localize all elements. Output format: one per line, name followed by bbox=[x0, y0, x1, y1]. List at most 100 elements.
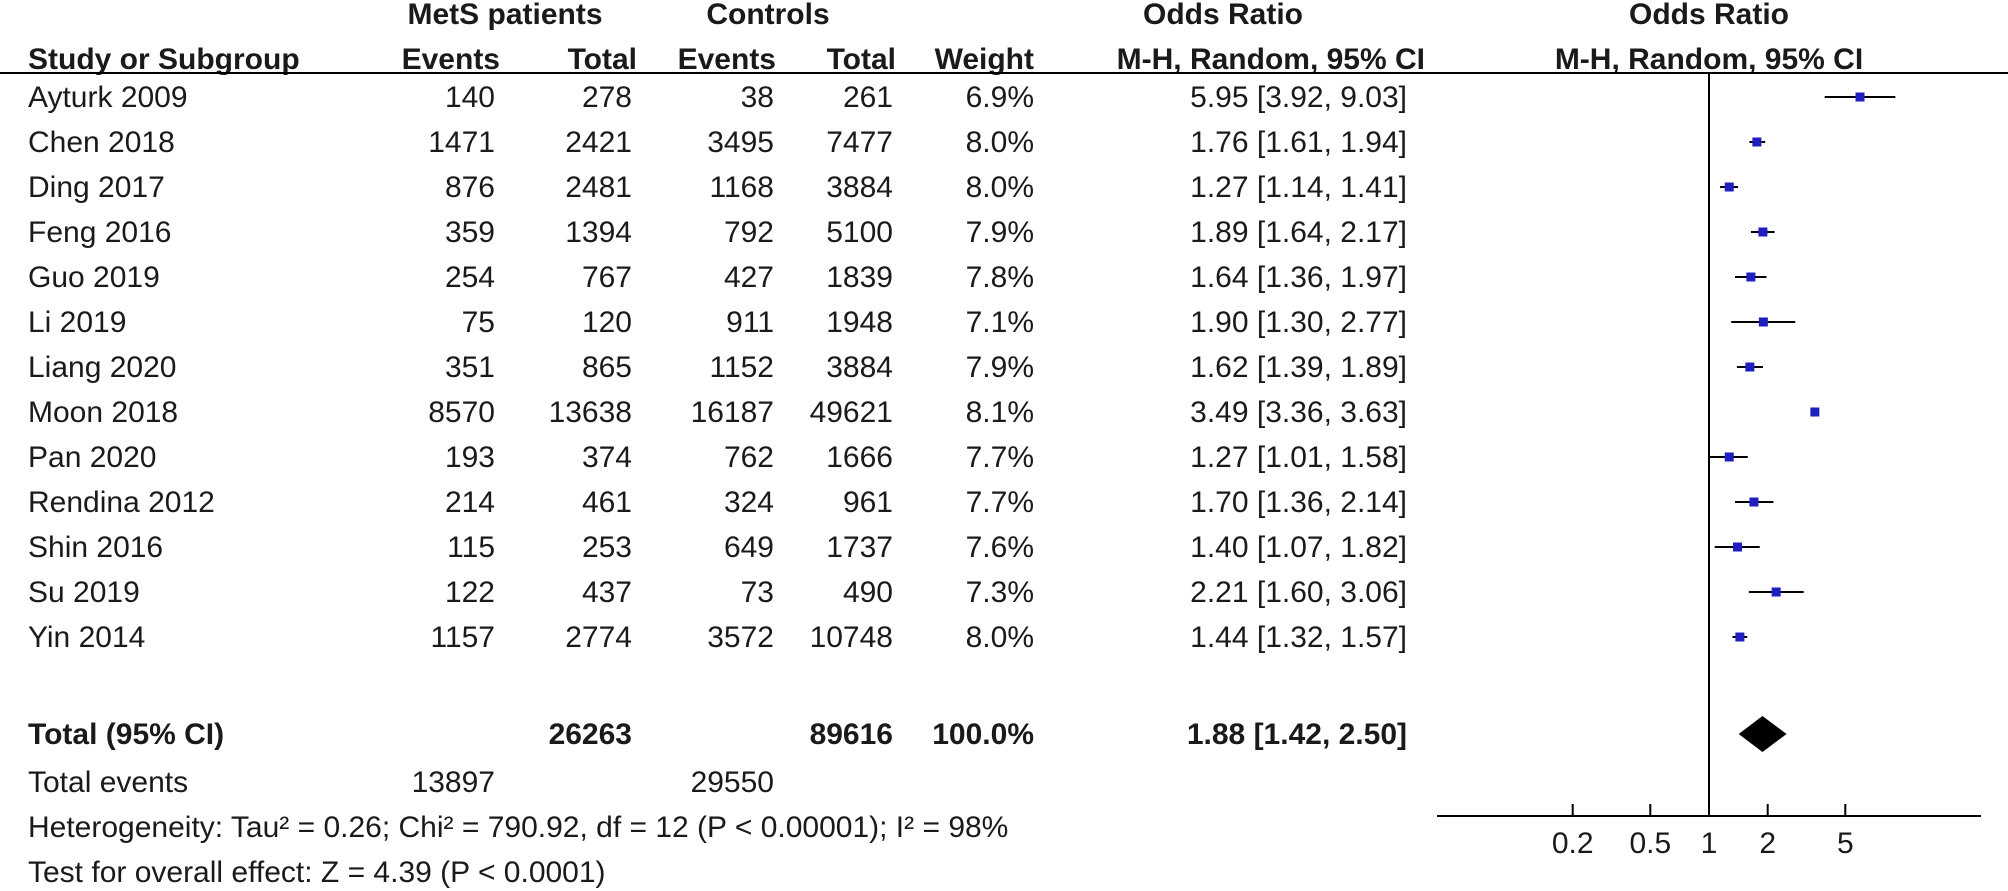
study-weight: 7.1% bbox=[966, 306, 1034, 339]
or-square bbox=[1724, 452, 1734, 462]
events-controls: 911 bbox=[726, 306, 774, 339]
study-row: Ayturk 2009 140 278 38 261 6.9% 5.95 [3.92, 9.… bbox=[28, 81, 1407, 114]
events-mets: 8570 bbox=[428, 396, 495, 429]
study-ci-text: 1.40 [1.07, 1.82] bbox=[1190, 531, 1407, 564]
events-controls: 427 bbox=[724, 261, 774, 294]
summary-total-controls: 89616 bbox=[810, 718, 893, 751]
study-row: Chen 2018 1471 2421 3495 7477 8.0% 1.76 [1.61,… bbox=[28, 126, 1407, 159]
total-controls: 261 bbox=[843, 81, 893, 114]
study-row: Pan 2020 193 374 762 1666 7.7% 1.27 [1.01, 1.5… bbox=[28, 441, 1407, 474]
study-name: Moon 2018 bbox=[28, 396, 178, 429]
events-mets: 193 bbox=[445, 441, 495, 474]
or-square bbox=[1771, 587, 1781, 597]
or-square bbox=[1810, 407, 1820, 417]
header-study: Study or Subgroup bbox=[28, 43, 300, 76]
events-controls: 73 bbox=[741, 576, 774, 609]
study-name: Ayturk 2009 bbox=[28, 81, 188, 114]
total-mets: 461 bbox=[582, 486, 632, 519]
study-name: Liang 2020 bbox=[28, 351, 176, 384]
total-mets: 2774 bbox=[565, 621, 632, 654]
axis-tick-label: 1 bbox=[1701, 827, 1718, 860]
study-row: Moon 2018 8570 13638 16187 49621 8.1% 3.49 [3.… bbox=[28, 396, 1407, 429]
or-square bbox=[1855, 92, 1865, 102]
study-row: Yin 2014 1157 2774 3572 10748 8.0% 1.44 [1.32,… bbox=[28, 621, 1407, 654]
total-controls: 490 bbox=[843, 576, 893, 609]
total-mets: 374 bbox=[582, 441, 632, 474]
axis-tick-label: 0.2 bbox=[1552, 827, 1594, 860]
total-mets: 767 bbox=[582, 261, 632, 294]
study-name: Shin 2016 bbox=[28, 531, 163, 564]
study-name: Pan 2020 bbox=[28, 441, 156, 474]
study-row: Liang 2020 351 865 1152 3884 7.9% 1.62 [1.39, … bbox=[28, 351, 1407, 384]
total-mets: 437 bbox=[582, 576, 632, 609]
study-weight: 8.0% bbox=[966, 621, 1034, 654]
events-mets: 115 bbox=[447, 531, 495, 564]
axis-tick-label: 5 bbox=[1837, 827, 1854, 860]
study-weight: 7.8% bbox=[966, 261, 1034, 294]
study-ci-text: 1.62 [1.39, 1.89] bbox=[1190, 351, 1407, 384]
total-controls: 3884 bbox=[826, 171, 893, 204]
study-rows: Ayturk 2009 140 278 38 261 6.9% 5.95 [3.92, 9.… bbox=[28, 81, 1407, 654]
total-events-mets: 13897 bbox=[412, 766, 495, 799]
or-square bbox=[1732, 542, 1742, 552]
study-name: Yin 2014 bbox=[28, 621, 145, 654]
study-row: Ding 2017 876 2481 1168 3884 8.0% 1.27 [1.14, … bbox=[28, 171, 1407, 204]
total-controls: 961 bbox=[843, 486, 893, 519]
total-controls: 7477 bbox=[826, 126, 893, 159]
study-name: Feng 2016 bbox=[28, 216, 171, 249]
events-mets: 359 bbox=[445, 216, 495, 249]
or-square bbox=[1724, 182, 1734, 192]
events-controls: 3495 bbox=[707, 126, 774, 159]
events-controls: 16187 bbox=[691, 396, 774, 429]
header-events-mets: Events bbox=[402, 43, 500, 76]
total-mets: 2481 bbox=[565, 171, 632, 204]
study-name: Li 2019 bbox=[28, 306, 126, 339]
heterogeneity-note: Heterogeneity: Tau² = 0.26; Chi² = 790.9… bbox=[28, 811, 1008, 844]
events-mets: 122 bbox=[445, 576, 495, 609]
total-mets: 120 bbox=[582, 306, 632, 339]
events-mets: 1157 bbox=[430, 621, 495, 654]
study-weight: 7.9% bbox=[966, 351, 1034, 384]
study-row: Shin 2016 115 253 649 1737 7.6% 1.40 [1.07, 1.… bbox=[28, 531, 1407, 564]
total-mets: 253 bbox=[582, 531, 632, 564]
header-odds-ratio-text: Odds Ratio bbox=[1143, 0, 1303, 31]
or-square bbox=[1745, 362, 1755, 372]
or-square bbox=[1758, 317, 1768, 327]
plot-marks: 0.2 0.5 1 2 5 bbox=[1437, 73, 1981, 860]
study-weight: 7.3% bbox=[966, 576, 1034, 609]
total-controls: 1737 bbox=[826, 531, 893, 564]
study-ci-text: 3.49 [3.36, 3.63] bbox=[1190, 396, 1407, 429]
summary-weight: 100.0% bbox=[932, 718, 1034, 751]
study-ci-text: 1.76 [1.61, 1.94] bbox=[1190, 126, 1407, 159]
total-controls: 49621 bbox=[810, 396, 893, 429]
header-method-plot: M-H, Random, 95% CI bbox=[1555, 43, 1863, 76]
total-mets: 865 bbox=[582, 351, 632, 384]
header-events-controls: Events bbox=[678, 43, 776, 76]
study-weight: 7.9% bbox=[966, 216, 1034, 249]
study-ci-text: 5.95 [3.92, 9.03] bbox=[1190, 81, 1407, 114]
study-weight: 8.0% bbox=[966, 171, 1034, 204]
study-weight: 8.0% bbox=[966, 126, 1034, 159]
total-controls: 5100 bbox=[826, 216, 893, 249]
events-controls: 38 bbox=[741, 81, 774, 114]
total-controls: 1666 bbox=[826, 441, 893, 474]
study-ci-text: 2.21 [1.60, 3.06] bbox=[1190, 576, 1407, 609]
total-mets: 13638 bbox=[549, 396, 632, 429]
events-mets: 75 bbox=[462, 306, 495, 339]
study-ci-text: 1.64 [1.36, 1.97] bbox=[1190, 261, 1407, 294]
axis-tick-label: 0.5 bbox=[1629, 827, 1671, 860]
events-controls: 792 bbox=[724, 216, 774, 249]
total-events-label: Total events bbox=[28, 766, 188, 799]
summary-total-mets: 26263 bbox=[549, 718, 632, 751]
axis-tick-label: 2 bbox=[1759, 827, 1776, 860]
header-mets-patients: MetS patients bbox=[407, 0, 602, 31]
header-method-text: M-H, Random, 95% CI bbox=[1117, 43, 1425, 76]
events-controls: 1168 bbox=[709, 171, 774, 204]
study-ci-text: 1.27 [1.14, 1.41] bbox=[1190, 171, 1407, 204]
events-controls: 762 bbox=[724, 441, 774, 474]
total-events-controls: 29550 bbox=[691, 766, 774, 799]
study-row: Feng 2016 359 1394 792 5100 7.9% 1.89 [1.64, 2… bbox=[28, 216, 1407, 249]
header-total-controls: Total bbox=[827, 43, 896, 76]
study-name: Guo 2019 bbox=[28, 261, 160, 294]
